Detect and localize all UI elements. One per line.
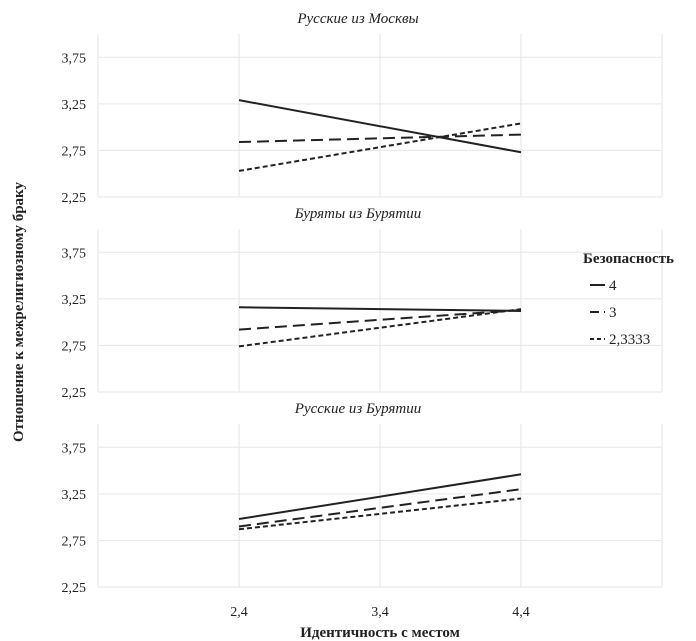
- legend: Безопасность 4 3 2,3333: [583, 251, 674, 348]
- x-tick-label: 4,4: [512, 605, 530, 620]
- y-axis-title: Отношение к межрелигиозному браку: [11, 182, 27, 442]
- marks-layer: 2,25 2,75 3,25 3,75 Русские из Москвы 2,25 2,7…: [62, 11, 530, 620]
- grid-layer: [97, 34, 663, 588]
- y-tick-label: 2,25: [62, 386, 87, 401]
- y-tick-label: 3,75: [62, 246, 87, 261]
- y-tick-label: 2,75: [62, 144, 87, 159]
- series-line: [238, 488, 522, 528]
- series-line: [238, 306, 522, 312]
- series-line: [238, 497, 522, 531]
- y-tick-label: 3,25: [62, 293, 87, 308]
- x-tick-label: 3,4: [371, 605, 389, 620]
- y-tick-label: 2,75: [62, 534, 87, 549]
- y-tick-label: 2,25: [62, 581, 87, 596]
- y-tick-label: 3,25: [62, 98, 87, 113]
- panel-title: Буряты из Бурятии: [294, 206, 421, 222]
- y-tick-label: 2,25: [62, 191, 87, 206]
- legend-label-2-3333: 2,3333: [609, 332, 650, 348]
- x-tick-label: 2,4: [230, 605, 248, 620]
- y-tick-label: 3,75: [62, 51, 87, 66]
- series-line: [238, 133, 522, 144]
- legend-label-4: 4: [609, 278, 617, 294]
- series-line: [238, 309, 522, 331]
- panel-title: Русские из Москвы: [296, 11, 418, 27]
- panel-title: Русские из Бурятии: [294, 401, 421, 417]
- series-line: [238, 99, 522, 154]
- x-axis-title: Идентичность с местом: [300, 625, 460, 641]
- series-line: [238, 473, 522, 520]
- y-tick-label: 3,75: [62, 441, 87, 456]
- legend-title: Безопасность: [583, 251, 674, 267]
- y-tick-label: 2,75: [62, 339, 87, 354]
- y-tick-label: 3,25: [62, 488, 87, 503]
- legend-label-3: 3: [609, 305, 617, 321]
